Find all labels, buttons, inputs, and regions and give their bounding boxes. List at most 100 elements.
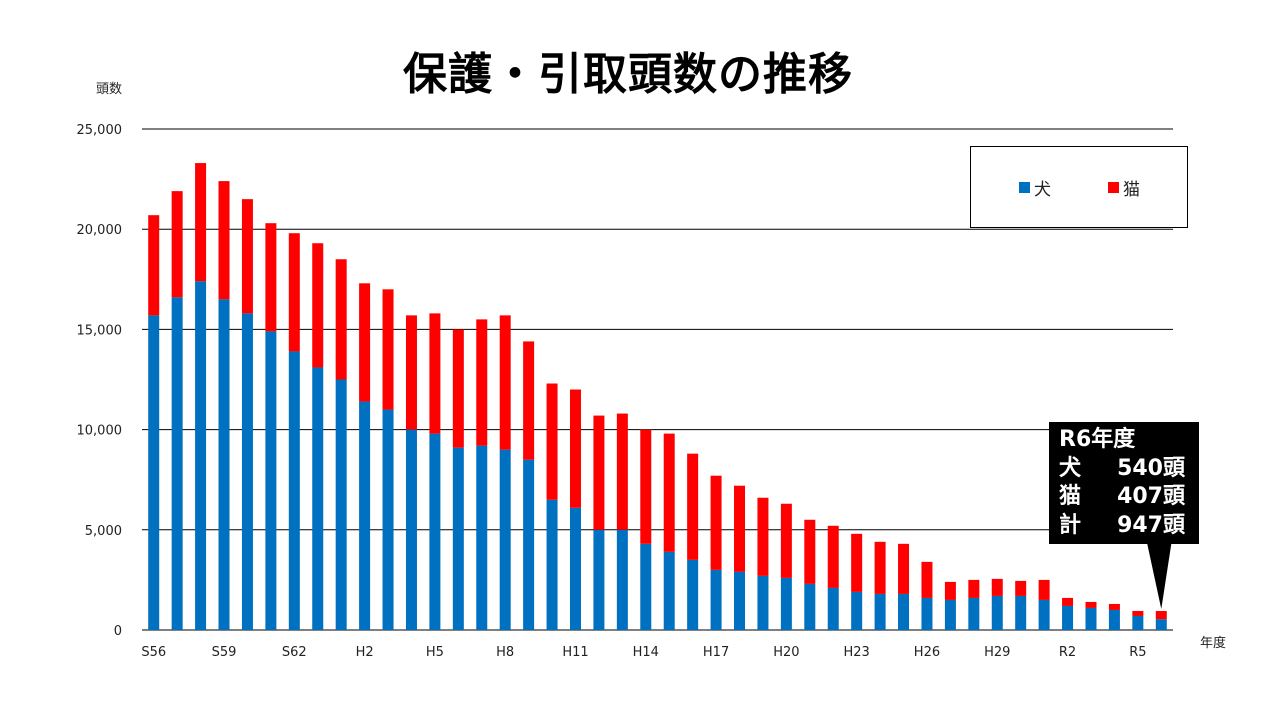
bar-cat — [1038, 579, 1050, 600]
bar-dog — [1155, 619, 1167, 630]
bar-dog — [1015, 595, 1027, 630]
bar-cat — [265, 223, 277, 332]
x-tick-label: S56 — [141, 645, 166, 660]
legend-label-cat: 猫 — [1123, 180, 1140, 200]
bar-dog — [1038, 599, 1050, 630]
callout-pointer — [1147, 544, 1172, 610]
bar-cat — [405, 315, 417, 430]
x-tick-label: S62 — [282, 645, 307, 660]
bar-cat — [476, 319, 488, 446]
bar-dog — [523, 459, 535, 630]
bar-cat — [288, 233, 300, 352]
x-tick-label: H17 — [703, 645, 729, 660]
bar-dog — [1085, 607, 1097, 630]
bar-cat — [663, 433, 675, 552]
callout-total-row: 計 947頭 — [1059, 512, 1189, 541]
bar-cat — [968, 579, 980, 598]
bar-dog — [898, 593, 910, 630]
bar-dog — [359, 401, 371, 630]
bar-dog — [710, 569, 722, 630]
legend-item-dog: 犬 — [1019, 175, 1051, 200]
bar-cat — [710, 475, 722, 570]
bar-dog — [640, 543, 652, 630]
bar-cat — [944, 581, 956, 600]
bar-cat — [593, 415, 605, 530]
bar-dog — [148, 315, 160, 630]
bar-dog — [944, 599, 956, 630]
y-tick-label: 10,000 — [77, 424, 123, 439]
bar-dog — [195, 281, 207, 630]
bar-dog — [687, 559, 699, 630]
x-tick-label: H11 — [562, 645, 588, 660]
bar-cat — [991, 578, 1003, 596]
x-tick-label: S59 — [212, 645, 237, 660]
callout-cat-value: 407頭 — [1117, 484, 1185, 509]
x-tick-label: R2 — [1059, 645, 1076, 660]
bar-cat — [382, 289, 394, 410]
callout-dog-value: 540頭 — [1117, 455, 1185, 481]
bar-cat — [921, 561, 933, 598]
x-tick-label: H26 — [914, 645, 940, 660]
bar-cat — [241, 199, 253, 314]
r6-callout: R6年度 犬 540頭 猫 407頭 計 947頭 — [1049, 422, 1199, 544]
bar-dog — [663, 551, 675, 630]
callout-title: R6年度 — [1059, 427, 1136, 452]
callout-cat-row: 猫 407頭 — [1059, 483, 1189, 512]
bar-dog — [804, 583, 816, 630]
bar-dog — [265, 331, 277, 630]
bar-dog — [335, 379, 347, 630]
bar-dog — [1062, 605, 1074, 630]
bar-dog — [241, 313, 253, 630]
bar-dog — [593, 529, 605, 630]
bar-cat — [359, 283, 371, 402]
bar-dog — [499, 449, 511, 630]
bar-dog — [734, 571, 746, 630]
bar-cat — [687, 453, 699, 560]
bar-dog — [1108, 609, 1120, 630]
callout-total-label: 計 — [1059, 512, 1082, 538]
bar-dog — [546, 499, 558, 630]
y-axis-label: 頭数 — [96, 82, 123, 97]
x-tick-label: H23 — [844, 645, 870, 660]
bar-dog — [405, 429, 417, 630]
callout-dog-row: 犬 540頭 — [1059, 455, 1189, 484]
bar-dog — [991, 595, 1003, 630]
bar-cat — [195, 163, 207, 282]
bar-cat — [827, 525, 839, 588]
bar-dog — [827, 587, 839, 630]
bar-cat — [640, 429, 652, 544]
bar-cat — [1108, 603, 1120, 610]
legend-item-cat: 猫 — [1108, 175, 1140, 200]
bar-dog — [1132, 615, 1144, 630]
bar-cat — [1132, 610, 1144, 616]
bar-cat — [218, 181, 230, 300]
bar-cat — [546, 383, 558, 500]
bar-cat — [312, 243, 324, 368]
bar-cat — [1085, 601, 1097, 608]
bar-dog — [569, 507, 581, 630]
bar-dog — [288, 351, 300, 630]
bar-cat — [569, 389, 581, 508]
bar-cat — [148, 215, 160, 316]
bar-cat — [1015, 580, 1027, 596]
bar-dog — [780, 577, 792, 630]
bar-cat — [523, 341, 535, 460]
legend-swatch-dog — [1019, 182, 1030, 193]
y-tick-label: 15,000 — [77, 323, 123, 338]
callout-dog-label: 犬 — [1059, 455, 1082, 481]
bar-cat — [734, 485, 746, 572]
x-tick-label: H5 — [426, 645, 444, 660]
bar-dog — [429, 433, 441, 630]
bar-dog — [218, 299, 230, 630]
y-tick-label: 25,000 — [77, 123, 123, 138]
bar-cat — [499, 315, 511, 450]
bar-cat — [171, 191, 183, 298]
bar-dog — [476, 445, 488, 630]
chart-legend: 犬 猫 — [970, 146, 1188, 228]
y-tick-label: 0 — [114, 624, 122, 639]
callout-cat-label: 猫 — [1059, 484, 1082, 509]
legend-label-dog: 犬 — [1034, 180, 1051, 200]
bar-cat — [804, 519, 816, 584]
